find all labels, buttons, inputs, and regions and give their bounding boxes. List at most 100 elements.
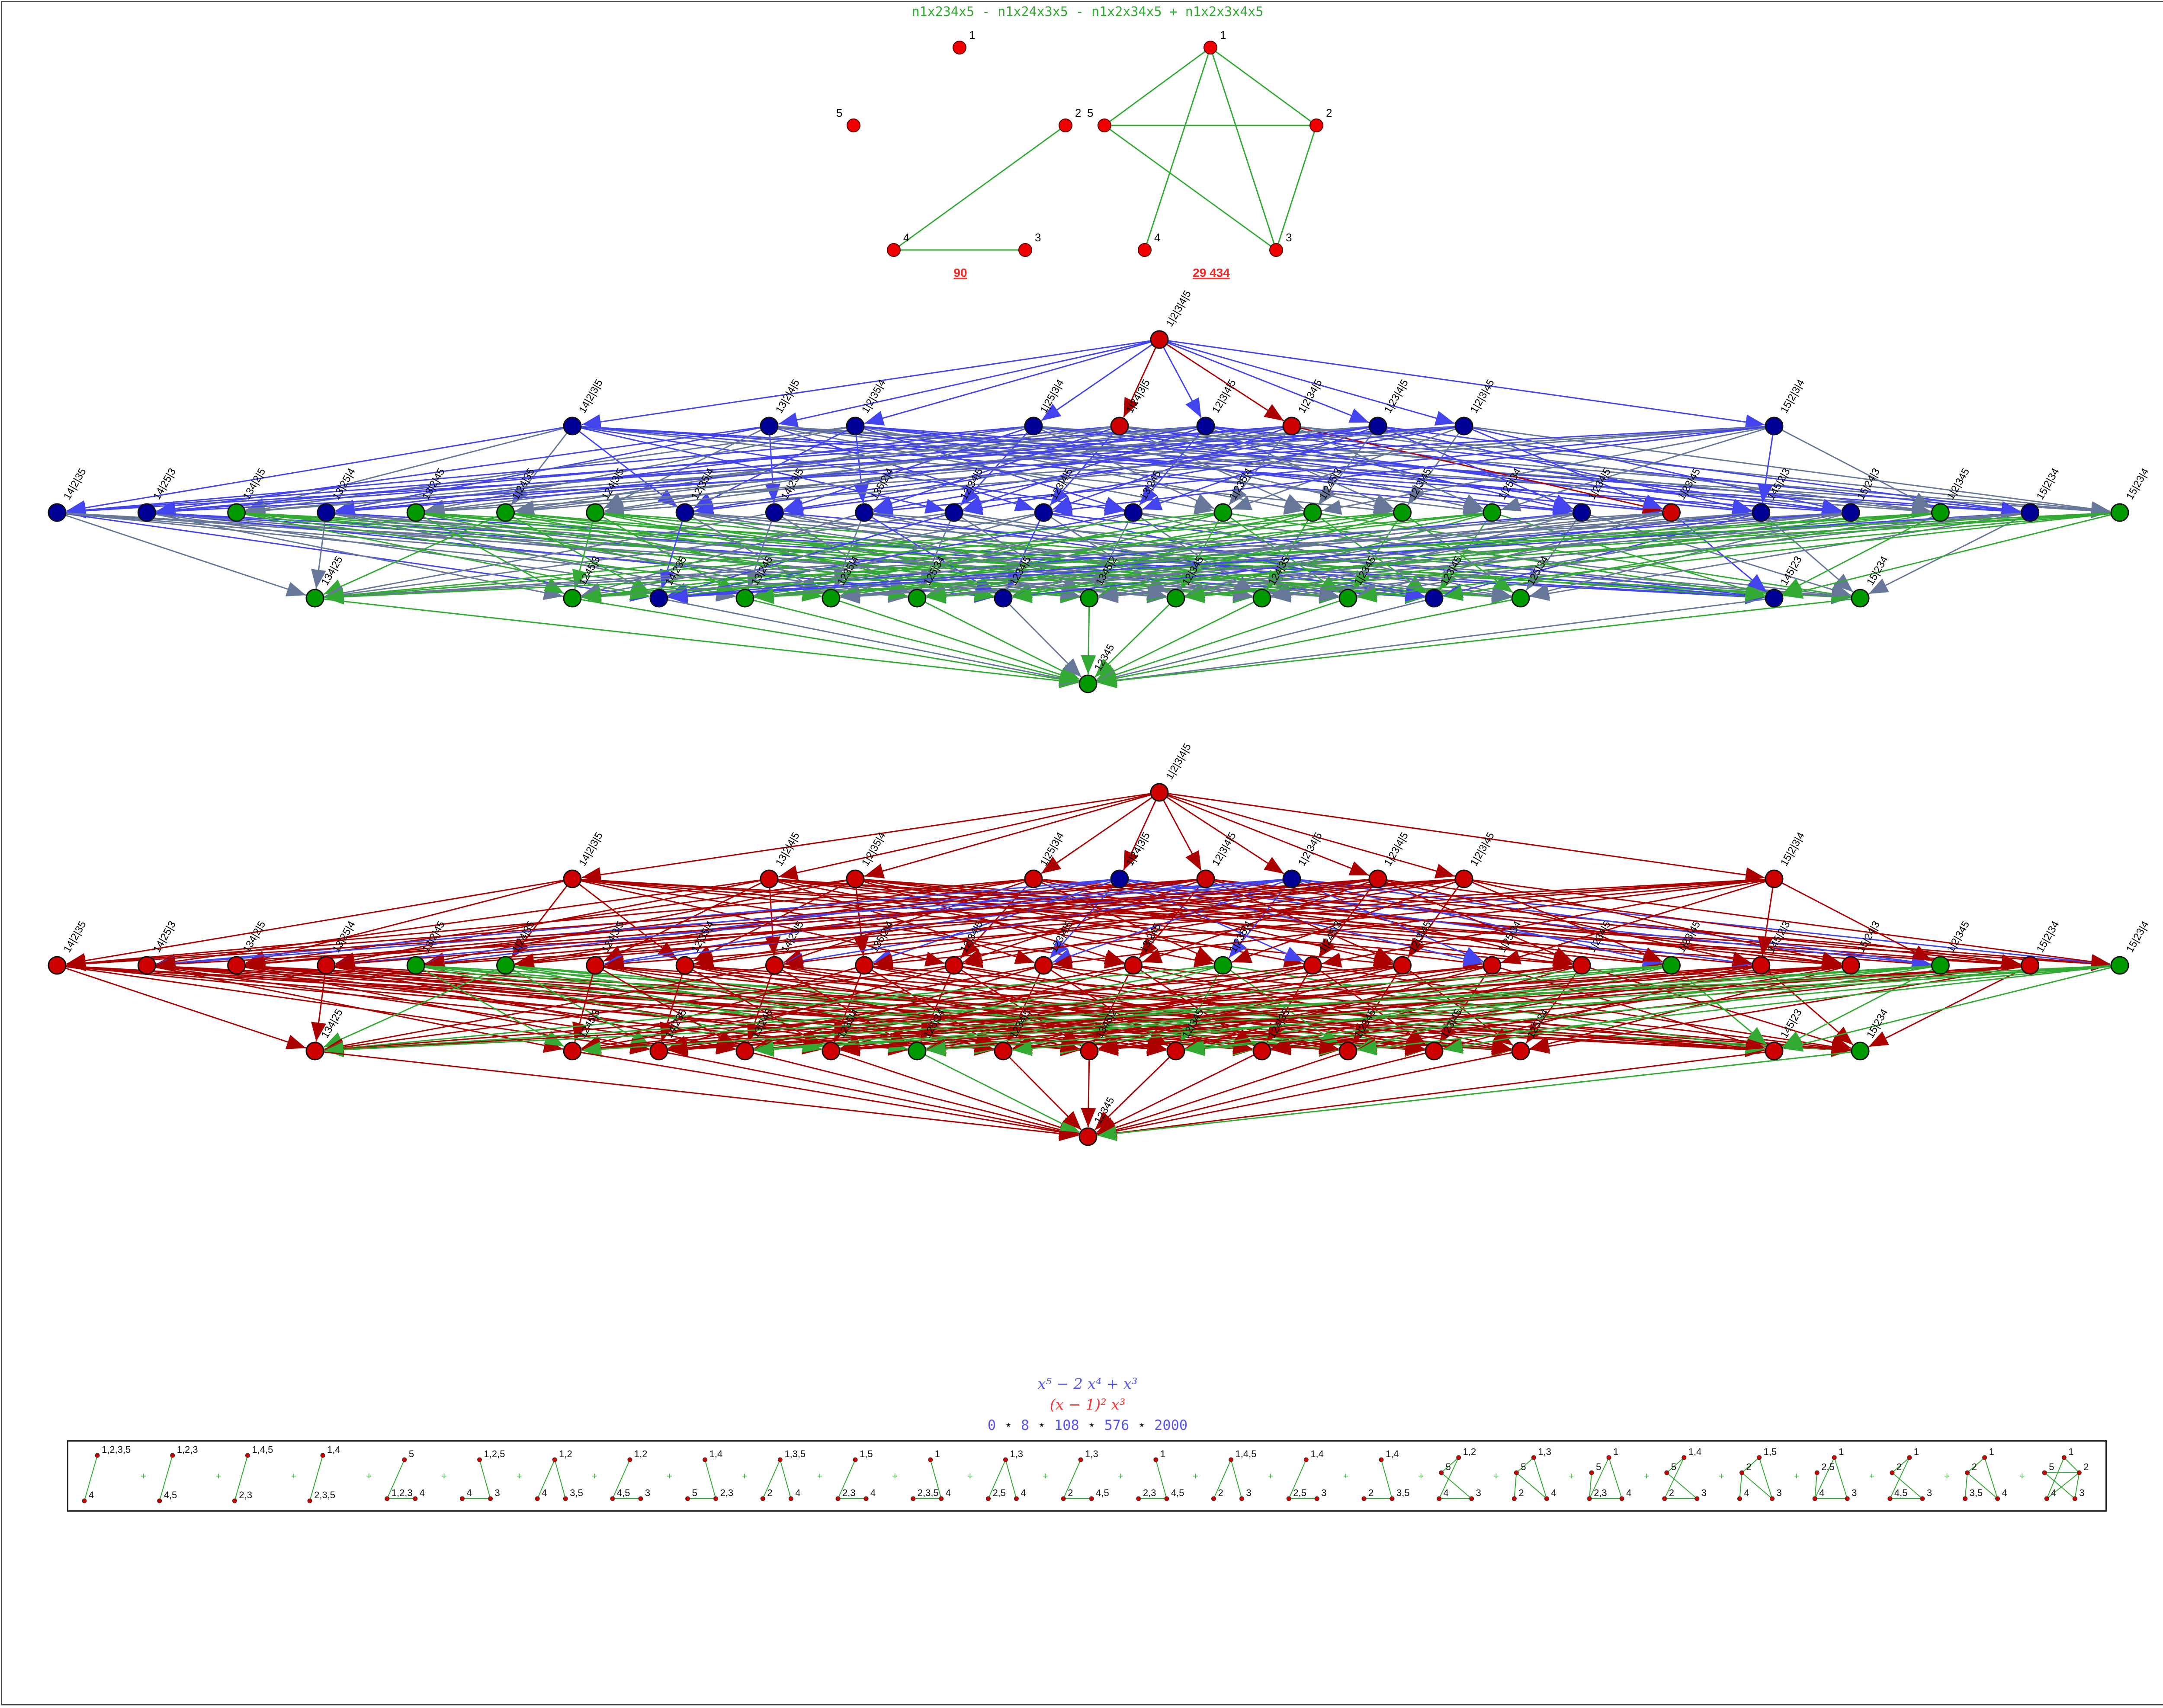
lattice-edge	[1185, 965, 2120, 1056]
strip-vertex-label: 5	[409, 1448, 414, 1459]
strip-edge	[1589, 1457, 1609, 1499]
strip-vertex	[1061, 1496, 1066, 1501]
strip-vertex	[1379, 1457, 1384, 1462]
lattice-edge	[873, 878, 1775, 971]
strip-vertex-label: 1,2	[1463, 1446, 1476, 1457]
lattice-edge	[572, 965, 596, 1042]
strip-plus: +	[1268, 1471, 1274, 1481]
lattice-edge	[581, 965, 1941, 1057]
strip-edge	[1967, 1472, 1998, 1499]
strip-vertex	[1769, 1496, 1775, 1501]
strip-vertex-label: 1,4	[327, 1444, 340, 1455]
right-graph-vertex	[1203, 41, 1217, 54]
lattice-edge	[1097, 597, 1775, 688]
lattice-edge	[1407, 426, 1465, 505]
lattice-edge	[1043, 512, 1765, 602]
partition-node	[822, 589, 841, 608]
strip-vertex	[1390, 1496, 1395, 1501]
sequence-value: 108	[1054, 1417, 1079, 1433]
strip-vertex-label: 3	[1852, 1487, 1857, 1498]
strip-vertex-label: 3	[1701, 1487, 1707, 1498]
lattice-edge	[1529, 965, 1851, 1051]
lattice-edge	[1133, 965, 1255, 1047]
partition-node	[305, 1041, 324, 1061]
lattice-edge	[311, 965, 327, 1042]
lattice-edge	[66, 878, 1464, 971]
lattice-edge	[769, 878, 1035, 964]
lattice-edge	[595, 965, 737, 1047]
partition-node	[1454, 417, 1473, 436]
partition-node	[760, 869, 779, 888]
lattice-edge	[1492, 965, 1765, 1050]
sequence-separator: ⋆	[1129, 1417, 1155, 1433]
lattice-edge	[1097, 1050, 1435, 1138]
lattice-edge	[572, 1050, 1079, 1140]
lattice-edge	[425, 425, 1775, 519]
strip-vertex-label: 4	[1444, 1487, 1449, 1498]
strip-vertex-label: 5	[1446, 1461, 1451, 1472]
strip-vertex-label: 4,5	[1096, 1487, 1109, 1498]
partition-node	[1024, 869, 1043, 888]
partition-node	[137, 503, 156, 522]
lattice-edge	[603, 878, 770, 962]
strip-vertex-label: 1,3	[1085, 1448, 1098, 1459]
strip-vertex	[170, 1453, 175, 1458]
lattice-edge	[57, 512, 306, 596]
strip-vertex	[2044, 1496, 2049, 1501]
strip-edge	[1380, 1459, 1393, 1499]
lattice-edge	[1139, 426, 1207, 506]
partition-node	[406, 956, 425, 975]
strip-edge	[1608, 1457, 1623, 1499]
lattice-edge	[324, 512, 2120, 605]
strip-edge	[1739, 1472, 1743, 1499]
partition-node	[1393, 956, 1412, 975]
lattice-edge	[335, 878, 1464, 971]
partition-node	[1393, 503, 1412, 522]
left-graph-edge	[893, 125, 1066, 251]
partition-node	[2021, 503, 2040, 522]
strip-vertex	[1920, 1496, 1925, 1501]
strip-vertex	[460, 1496, 465, 1501]
lattice-edge	[66, 878, 1206, 971]
partition-node	[1252, 589, 1271, 608]
strip-plus: +	[1343, 1471, 1349, 1481]
lattice-edge	[1159, 339, 1370, 423]
lattice-edge	[1142, 425, 1378, 510]
strip-vertex-label: 1	[1839, 1446, 1844, 1457]
strip-vertex-label: 2	[1068, 1487, 1073, 1498]
strip-edge	[2046, 1457, 2065, 1499]
lattice-edge	[335, 878, 1034, 970]
strip-edge	[1063, 1459, 1082, 1499]
strip-vertex	[563, 1496, 568, 1501]
lattice-edge	[245, 878, 573, 966]
left-graph-vertex-label: 2	[1075, 106, 1081, 119]
lattice-top: 1|2|3|4|514|2|3|5 13|2|4|5 1|2|35|4 1|25|3|…	[48, 288, 2151, 693]
partition-node	[317, 956, 336, 975]
partition-node	[1662, 956, 1681, 975]
strip-vertex-label: 3	[1927, 1487, 1932, 1498]
lattice-edge	[745, 1050, 1079, 1138]
strip-vertex-label: 2,3	[1594, 1487, 1607, 1498]
partition-node	[1166, 1041, 1185, 1061]
lattice-edge	[595, 512, 737, 594]
strip-vertex-label: 1,2,3	[177, 1444, 198, 1455]
lattice-edge	[1291, 425, 1931, 516]
lattice-edge	[581, 965, 865, 1051]
lattice-edge	[581, 512, 865, 598]
lattice-edge	[505, 965, 1339, 1056]
lattice-edge	[1096, 1050, 1262, 1133]
partition-node	[563, 869, 582, 888]
strip-edge	[1984, 1457, 1998, 1499]
lattice-edge	[778, 339, 1160, 427]
partition-node	[563, 1041, 582, 1061]
lattice-edge	[863, 512, 996, 594]
strip-vertex	[788, 1496, 793, 1501]
strip-plus: +	[366, 1471, 372, 1481]
lattice-edge	[668, 512, 2030, 604]
lattice-edge	[1043, 512, 1168, 594]
lattice-edge	[66, 878, 573, 968]
partition-node	[1166, 589, 1185, 608]
strip-plus: +	[892, 1471, 898, 1481]
lattice-edge	[66, 878, 1034, 971]
partition-node	[1078, 1127, 1098, 1146]
